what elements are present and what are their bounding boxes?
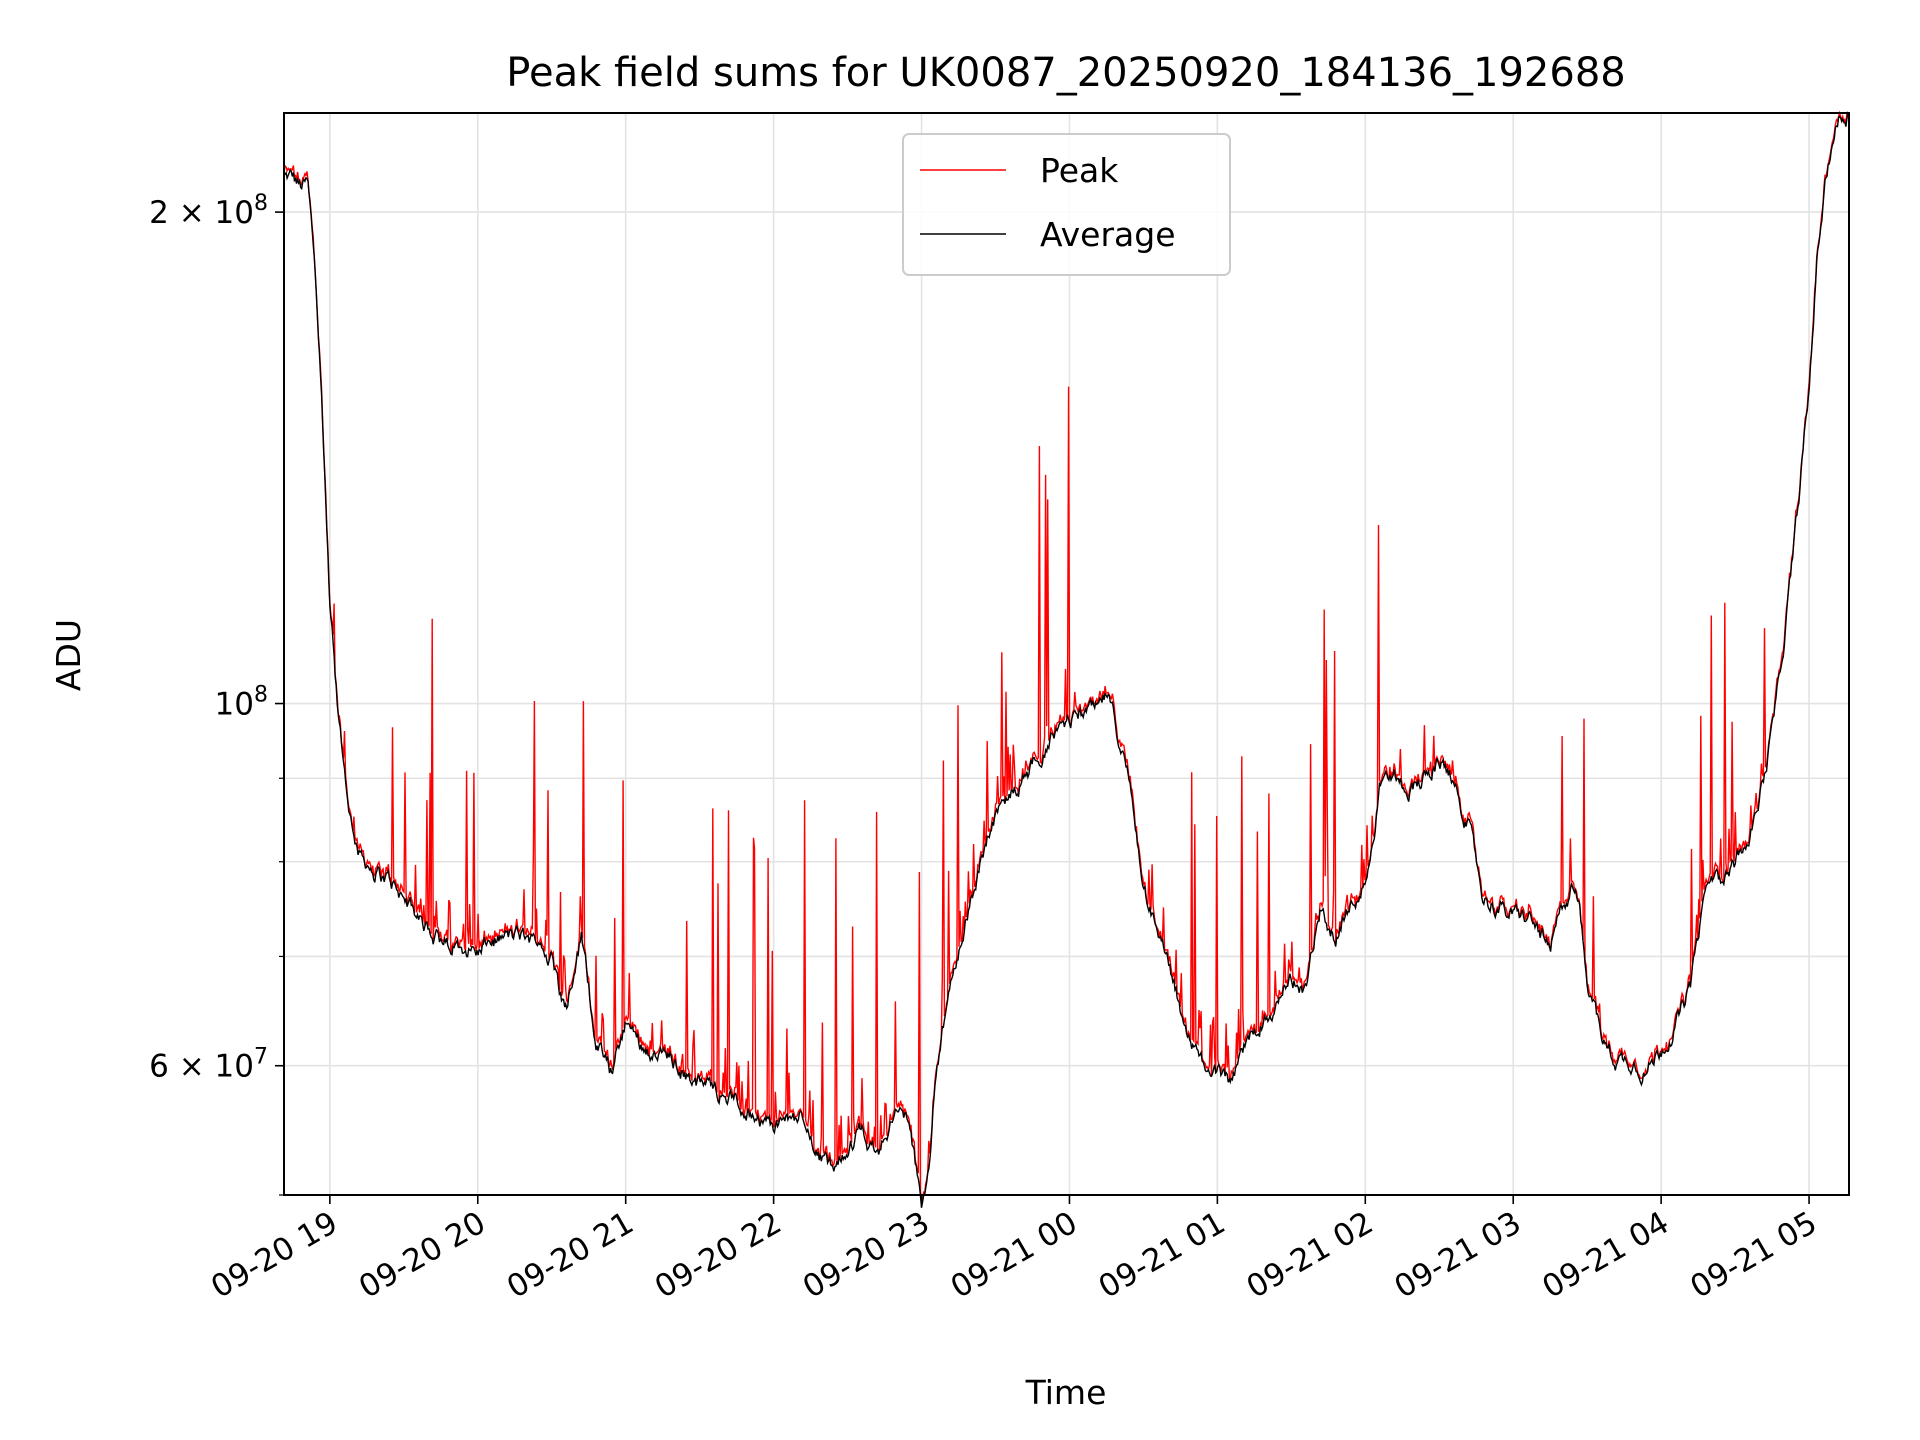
legend-peak-label: Peak	[1040, 151, 1119, 190]
y-tick-label: 108	[215, 683, 268, 723]
chart-title: Peak field sums for UK0087_20250920_1841…	[506, 50, 1625, 96]
x-axis-label: Time	[1025, 1373, 1107, 1412]
y-tick-label: 6 × 107	[149, 1045, 268, 1085]
legend-average-label: Average	[1040, 215, 1176, 254]
average-series-line	[283, 111, 1850, 1208]
y-axis: 2 × 108 108 6 × 107	[149, 191, 284, 1196]
y-axis-label: ADU	[49, 619, 88, 691]
plot-series	[283, 110, 1850, 1208]
y-tick-label: 2 × 108	[149, 191, 268, 231]
plot-area-frame	[283, 112, 1850, 1196]
legend: Peak Average	[902, 133, 1231, 276]
